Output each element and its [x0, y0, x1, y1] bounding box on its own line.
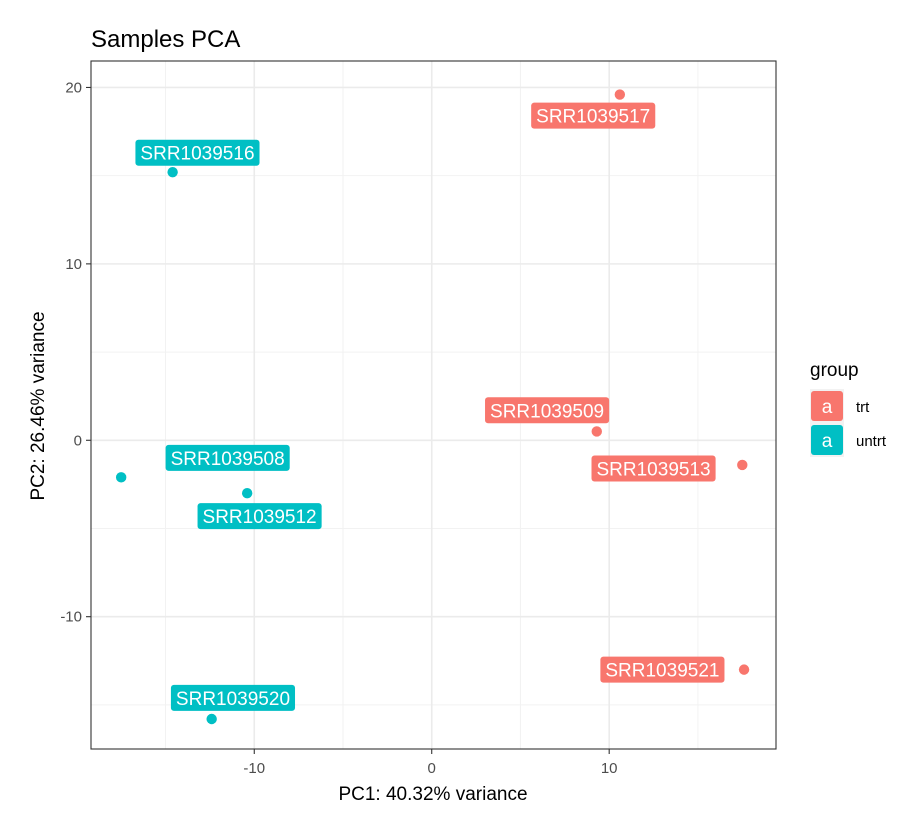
point-label: SRR1039513 [591, 455, 716, 482]
data-point [591, 426, 602, 437]
legend: group a trt a untrt [810, 360, 887, 457]
data-point [737, 459, 748, 471]
y-tick-label: -10 [60, 609, 82, 626]
legend-label: trt [856, 399, 870, 416]
chart-title: Samples PCA [91, 26, 240, 53]
point-label-box [485, 397, 610, 424]
point-label-box [197, 503, 322, 530]
point-label: SRR1039508 [165, 444, 290, 471]
point-label: SRR1039509 [485, 397, 610, 424]
x-tick-label: 10 [601, 760, 618, 777]
point-label-text: SRR1039512 [203, 507, 317, 528]
point-label-text: SRR1039520 [176, 689, 290, 710]
point-label-box [600, 656, 725, 683]
data-point [241, 488, 253, 499]
point-label-box [165, 444, 290, 471]
point-label: SRR1039517 [531, 102, 656, 129]
point-label-text: SRR1039516 [140, 144, 254, 165]
point-label: SRR1039521 [600, 656, 725, 683]
data-point [167, 166, 178, 178]
point-labels: SRR1039508 SRR1039509 SRR1039512 SRR1039513… [135, 102, 725, 711]
legend-key-letter: a [822, 397, 833, 418]
axis-ticks: -10 0 10 -10 0 10 20 [60, 79, 617, 777]
legend-entry: a untrt [810, 423, 887, 457]
legend-label: untrt [856, 433, 887, 450]
legend-key-letter: a [822, 431, 833, 452]
point-label-text: SRR1039513 [597, 460, 711, 481]
data-points [115, 89, 750, 725]
point-label-text: SRR1039509 [490, 401, 604, 422]
point-label-box [531, 102, 656, 129]
data-point [206, 713, 217, 725]
x-tick-label: 0 [428, 760, 436, 777]
x-axis-title: PC1: 40.32% variance [338, 784, 527, 805]
plot-border [90, 60, 777, 750]
legend-entry: a trt [810, 389, 870, 423]
data-point [738, 664, 750, 675]
y-tick-label: 20 [65, 79, 82, 96]
legend-key-box [811, 391, 843, 421]
point-label-box [170, 684, 296, 711]
data-point [614, 89, 626, 100]
point-label: SRR1039512 [197, 503, 322, 530]
point-label-text: SRR1039517 [536, 107, 650, 128]
y-tick-label: 0 [74, 432, 82, 449]
point-label: SRR1039516 [135, 139, 260, 166]
point-label: SRR1039520 [170, 684, 296, 711]
point-label-box [591, 455, 716, 482]
data-point [115, 472, 127, 483]
y-axis-title: PC2: 26.46% variance [28, 311, 49, 500]
point-label-text: SRR1039521 [605, 661, 719, 682]
point-label-box [135, 139, 260, 166]
legend-title: group [810, 360, 859, 381]
point-label-text: SRR1039508 [171, 449, 285, 470]
legend-key-box [811, 425, 843, 455]
x-tick-label: -10 [243, 760, 265, 777]
y-tick-label: 10 [65, 256, 82, 273]
